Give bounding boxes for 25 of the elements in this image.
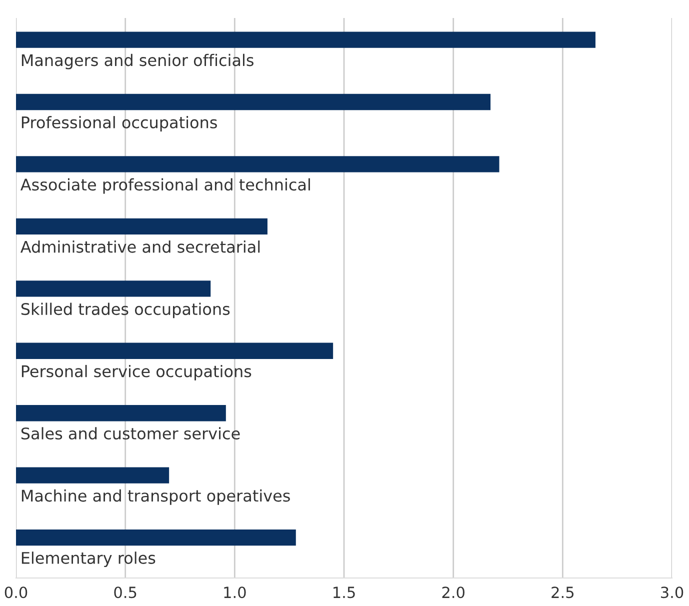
y-tick-label: Personal service occupations (22, 364, 252, 380)
bar (16, 32, 596, 48)
y-tick-label: Associate professional and technical (20, 178, 310, 194)
y-tick-label: Sales and customer service (21, 427, 240, 440)
y-tick-label: Skilled trades occupations (21, 302, 230, 318)
x-tick-label: 2.0 (442, 586, 464, 598)
y-tick-label: Professional occupations (22, 116, 217, 132)
bar (16, 280, 211, 297)
x-tick-label: 0.5 (114, 586, 136, 598)
bar (16, 405, 226, 422)
bar (16, 467, 170, 484)
x-tick-label: 1.0 (224, 586, 246, 598)
x-tick-label: 1.5 (334, 586, 355, 598)
bar (16, 218, 268, 235)
y-tick-label: Elementary roles (22, 552, 156, 568)
x-tick-label: 3.0 (661, 586, 684, 598)
x-tick-label: 0.0 (4, 586, 28, 598)
bar (16, 156, 500, 172)
bar (16, 94, 491, 110)
y-tick-label: Administrative and secretarial (20, 240, 260, 253)
bar (16, 342, 334, 359)
bar (16, 529, 296, 546)
y-tick-label: Machine and transport operatives (22, 489, 290, 505)
y-tick-label: Managers and senior officials (22, 54, 254, 70)
x-tick-label: 2.5 (552, 586, 574, 598)
